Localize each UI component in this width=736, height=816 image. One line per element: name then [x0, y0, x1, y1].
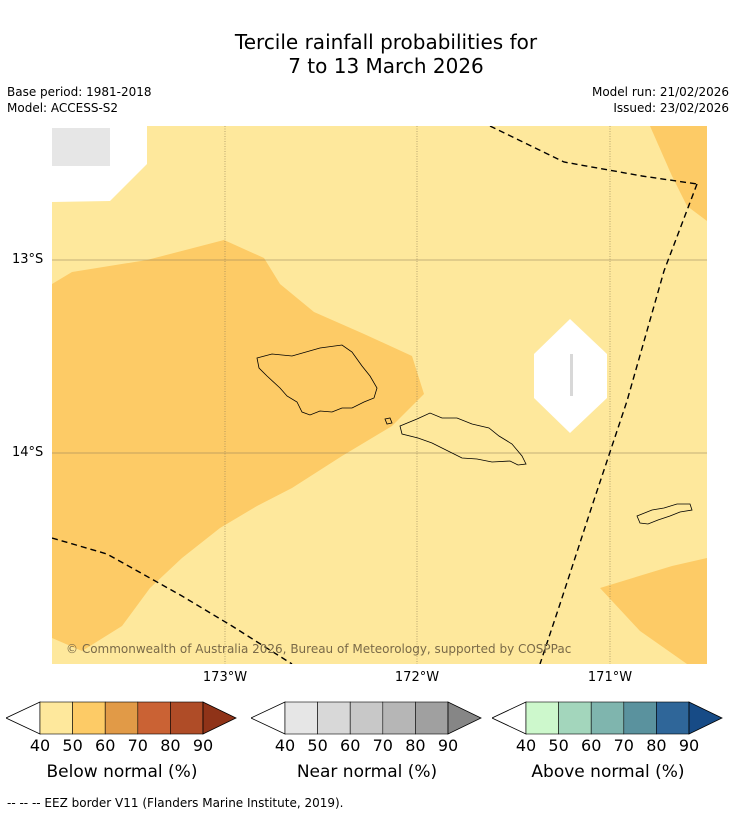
lon-label-173w: 173°W	[202, 670, 248, 685]
cbar-cell	[590, 701, 625, 735]
cbar-tick-label: 80	[405, 736, 426, 755]
eez-border-southwest	[52, 537, 293, 664]
cbar-cell	[623, 701, 657, 735]
cbar-above-under	[492, 701, 527, 735]
savaii-island	[256, 344, 378, 416]
colorbar-near	[251, 701, 482, 735]
colorbar-above	[492, 701, 723, 735]
cbar-tick-label: 80	[160, 736, 181, 755]
map-title: Tercile rainfall probabilities for 7 to …	[0, 30, 736, 78]
cbar-cell	[656, 701, 690, 735]
eez-border-north	[489, 126, 698, 185]
cbar-tick-label: 90	[192, 736, 214, 755]
cbar-cell	[349, 701, 384, 735]
lon-label-172w: 172°W	[394, 670, 440, 685]
cbar-tick-label: 60	[95, 736, 116, 755]
cbar-cell	[415, 701, 449, 735]
cbar-below-over	[202, 701, 237, 735]
cbar-tick-label: 50	[548, 736, 569, 755]
cbar-cell	[72, 701, 106, 735]
cbar-cell	[558, 701, 592, 735]
title-line-1: Tercile rainfall probabilities for	[234, 30, 538, 54]
cbar-tick-label: 50	[62, 736, 83, 755]
below-50-region-ne	[650, 126, 707, 221]
colorbar-below	[6, 701, 237, 735]
cbar-cell	[382, 701, 416, 735]
eez-footnote: -- -- -- EEZ border V11 (Flanders Marine…	[7, 796, 344, 810]
cbar-near-under	[251, 701, 286, 735]
issued-date: Issued: 23/02/2026	[613, 101, 729, 115]
cbar-cell	[525, 701, 559, 735]
islands	[256, 344, 693, 525]
model-run: Model run: 21/02/2026	[591, 85, 729, 99]
eez-borders	[52, 126, 698, 664]
meta-right: Model run: 21/02/2026 Issued: 23/02/2026	[592, 84, 729, 116]
cbar-tick-label: 40	[274, 736, 296, 755]
cbar-tick-label: 70	[372, 736, 393, 755]
cbar-tick-label: 70	[613, 736, 634, 755]
cbar-cell	[104, 701, 139, 735]
cbar-near-over	[447, 701, 482, 735]
apolima-islet	[384, 417, 393, 425]
cbar-cell	[170, 701, 204, 735]
below-50-region-se	[600, 558, 707, 664]
tutuila-island	[636, 503, 693, 525]
gridlines	[52, 126, 707, 664]
cbar-cell	[317, 701, 351, 735]
cbar-above-over	[688, 701, 723, 735]
eez-border-east	[539, 183, 698, 664]
copyright-text: © Commonwealth of Australia 2026, Bureau…	[66, 642, 571, 656]
upolu-island	[399, 412, 527, 466]
meta-left: Base period: 1981-2018 Model: ACCESS-S2	[7, 84, 152, 116]
cbar-tick-label: 60	[581, 736, 602, 755]
cbar-below-label: Below normal (%)	[46, 762, 198, 782]
cbar-tick-label: 40	[515, 736, 537, 755]
lon-label-171w: 171°W	[587, 670, 633, 685]
map-panel: © Commonwealth of Australia 2026, Bureau…	[52, 126, 707, 664]
cbar-tick-label: 80	[646, 736, 667, 755]
near-normal-patch	[52, 128, 110, 166]
cbar-below-under	[6, 701, 41, 735]
cbar-cell	[39, 701, 73, 735]
lat-label-13s: 13°S	[12, 252, 44, 267]
cbar-tick-label: 90	[437, 736, 459, 755]
cbar-cell	[284, 701, 318, 735]
near-normal-sliver	[570, 354, 573, 396]
cbar-above-cells	[525, 701, 690, 735]
cbar-above-label: Above normal (%)	[531, 762, 685, 782]
cbar-tick-label: 60	[340, 736, 361, 755]
cbar-near-cells	[284, 701, 449, 735]
lat-label-14s: 14°S	[12, 445, 44, 460]
cbar-below-cells	[39, 701, 204, 735]
cbar-tick-label: 70	[127, 736, 148, 755]
model-name: Model: ACCESS-S2	[7, 101, 119, 115]
below-50-region-west	[52, 240, 424, 651]
cbar-near-label: Near normal (%)	[296, 762, 438, 782]
cbar-tick-label: 50	[307, 736, 328, 755]
title-line-2: 7 to 13 March 2026	[288, 54, 484, 78]
cbar-cell	[137, 701, 171, 735]
cbar-tick-label: 40	[29, 736, 51, 755]
cbar-tick-label: 90	[678, 736, 700, 755]
base-period: Base period: 1981-2018	[7, 85, 152, 99]
